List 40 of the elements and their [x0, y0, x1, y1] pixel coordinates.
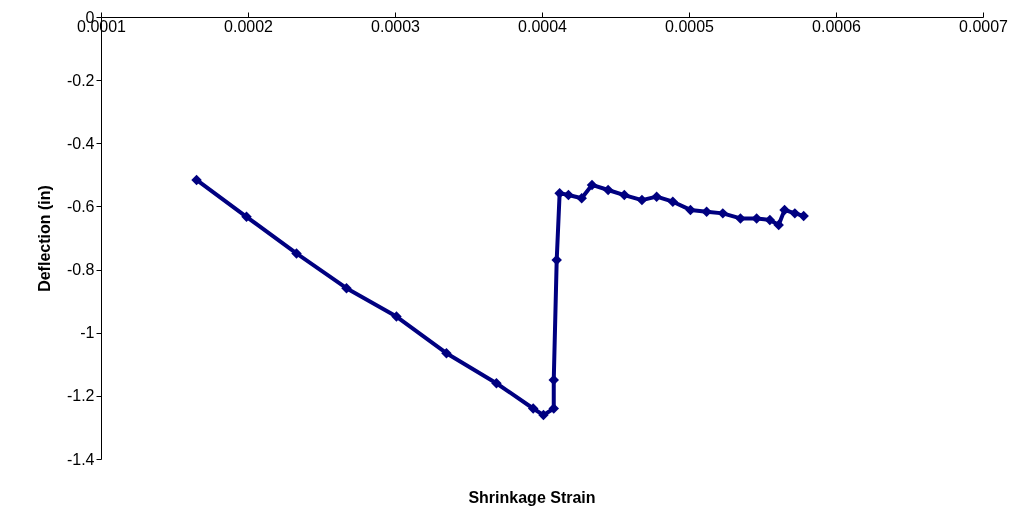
- point: [563, 189, 574, 201]
- y-axis-title: Deflection (in): [35, 185, 53, 292]
- point: [241, 211, 252, 223]
- x-tick-label: 0.0003: [371, 17, 421, 35]
- y-tick-label: -0.4: [66, 134, 95, 152]
- x-tick-label: 0.0004: [518, 17, 568, 35]
- x-tick-label: 0.0007: [959, 17, 1009, 35]
- x-tick-label: 0.0005: [665, 17, 715, 35]
- point: [538, 409, 549, 421]
- y-tick-label: -1: [80, 324, 95, 342]
- point: [685, 204, 696, 216]
- point: [527, 403, 539, 414]
- point: [441, 347, 452, 359]
- x-tick-label: 0.0006: [812, 17, 862, 35]
- point: [391, 311, 402, 322]
- point: [586, 179, 598, 191]
- x-axis-title: Shrinkage Strain: [468, 489, 596, 506]
- y-tick-label: -0.2: [66, 71, 95, 89]
- point: [576, 192, 587, 204]
- point: [491, 377, 502, 389]
- y-tick-label: -1.4: [66, 450, 95, 468]
- point: [701, 206, 712, 218]
- point: [602, 184, 614, 196]
- y-tick-label: -0.8: [66, 261, 95, 279]
- point: [619, 189, 630, 201]
- point: [341, 282, 352, 294]
- point: [291, 248, 302, 259]
- x-tick-label: 0.0002: [224, 17, 274, 35]
- point: [789, 208, 801, 219]
- point: [667, 196, 679, 207]
- point: [764, 214, 776, 226]
- y-tick-label: -0.6: [66, 197, 95, 215]
- point: [191, 174, 202, 186]
- point: [651, 191, 662, 202]
- point: [717, 208, 729, 219]
- point: [548, 403, 559, 414]
- y-tick-label: -1.2: [66, 387, 95, 405]
- point: [798, 210, 809, 222]
- point: [779, 204, 790, 216]
- point: [773, 219, 784, 231]
